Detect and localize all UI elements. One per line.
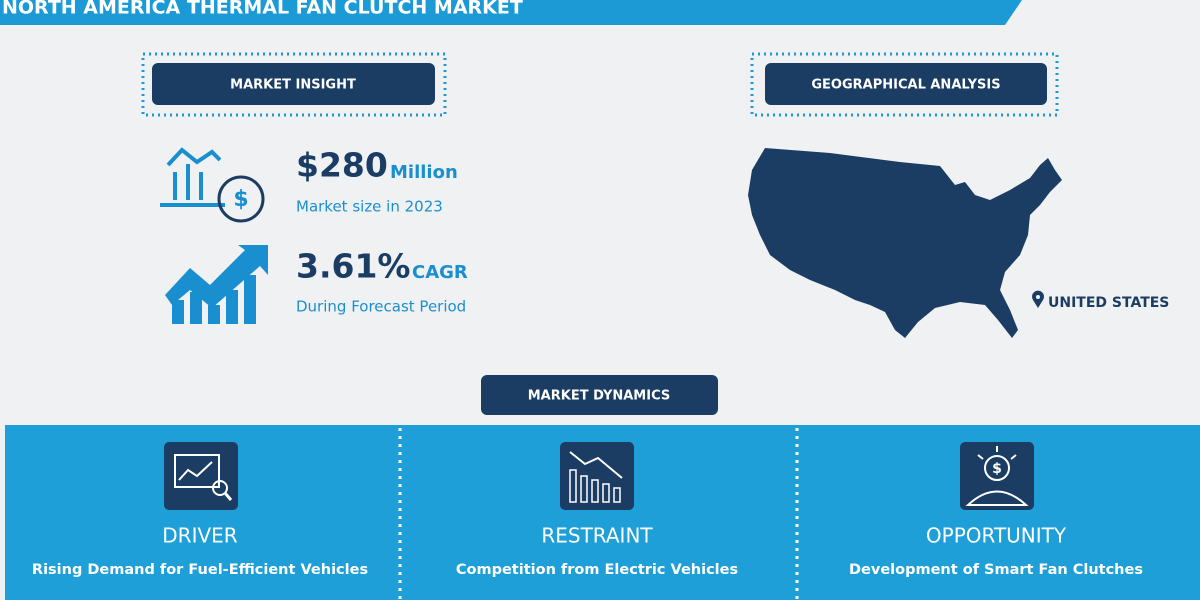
section-heading: MARKET INSIGHT (230, 78, 356, 93)
location-pin (1032, 290, 1044, 308)
heading-box (152, 63, 435, 105)
header-bar (0, 0, 1022, 25)
dynamics-text: Competition from Electric Vehicles (456, 562, 738, 578)
heading-box (481, 375, 718, 415)
svg-text:$: $ (992, 461, 1002, 477)
dynamics-text: Development of Smart Fan Clutches (849, 562, 1143, 578)
dynamics-title: DRIVER (162, 524, 238, 548)
cagr-unit: CAGR (412, 262, 468, 283)
region-label: UNITED STATES (1048, 295, 1169, 311)
dynamics-title: RESTRAINT (541, 524, 653, 548)
cagr-label: During Forecast Period (296, 298, 466, 316)
dotted-frame (141, 52, 447, 117)
dynamics-text: Rising Demand for Fuel-Efficient Vehicle… (32, 562, 368, 578)
market-size-value: $280 (296, 146, 388, 185)
restraint-icon (560, 442, 634, 510)
svg-text:$: $ (233, 187, 248, 212)
market-size-label: Market size in 2023 (296, 198, 443, 216)
section-heading: MARKET DYNAMICS (528, 389, 670, 404)
heading-box (765, 63, 1047, 105)
header-title: NORTH AMERICA THERMAL FAN CLUTCH MARKET (2, 0, 523, 19)
dynamics-title: OPPORTUNITY (926, 524, 1067, 548)
driver-icon (164, 442, 238, 510)
us-map (748, 148, 1062, 338)
opportunity-icon: $ (960, 442, 1034, 510)
growth-icon (165, 245, 268, 324)
market-size-unit: Million (390, 162, 458, 183)
cagr-value: 3.61% (296, 247, 411, 286)
chart-money-icon: $ (160, 147, 265, 223)
section-heading: GEOGRAPHICAL ANALYSIS (811, 78, 1000, 93)
